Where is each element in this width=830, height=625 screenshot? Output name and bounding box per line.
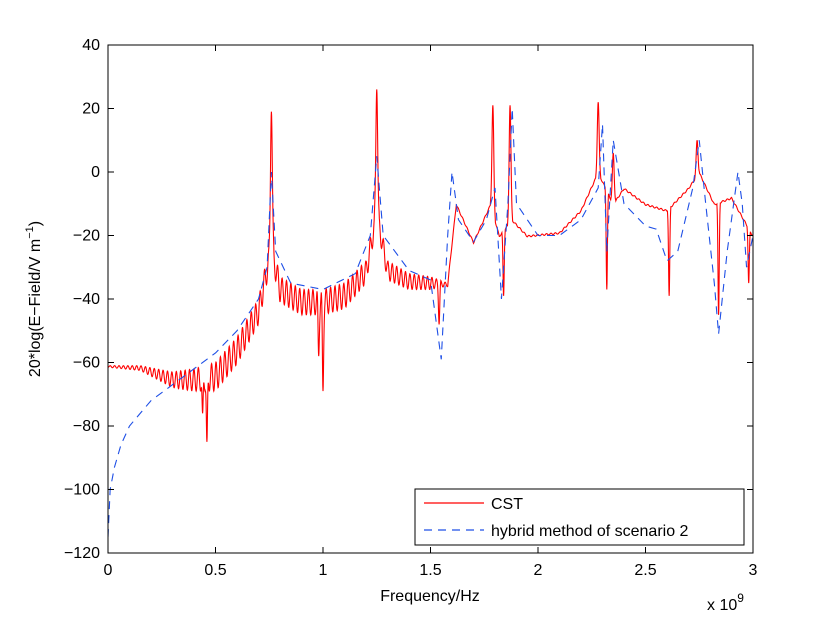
series-layer bbox=[108, 89, 753, 538]
y-tick-label: −80 bbox=[73, 418, 100, 435]
y-tick-label: −20 bbox=[73, 228, 100, 245]
y-label-main: 20*log(E−Field/V m bbox=[27, 239, 44, 377]
y-tick-label: −40 bbox=[73, 291, 100, 308]
x-tick-label: 1.5 bbox=[419, 562, 441, 579]
x-axis-label: Frequency/Hz bbox=[380, 588, 480, 605]
x-exponent-power: 9 bbox=[737, 591, 744, 605]
x-tick-label: 3 bbox=[749, 562, 758, 579]
x-exponent-base: x 10 bbox=[707, 597, 737, 614]
y-tick-label: −60 bbox=[73, 355, 100, 372]
legend-label-hybrid: hybrid method of scenario 2 bbox=[491, 523, 689, 540]
y-axis-label: 20*log(E−Field/V m−1) bbox=[24, 221, 44, 377]
x-axis-exponent: x 109 bbox=[707, 591, 744, 614]
y-label-sup: −1 bbox=[24, 226, 36, 239]
series-line-hybrid bbox=[108, 108, 753, 538]
y-axis-ticks: −120 −100 −80 −60 −40 −20 0 20 40 bbox=[64, 37, 753, 562]
y-tick-label: 0 bbox=[91, 164, 100, 181]
y-label-close: ) bbox=[27, 221, 44, 226]
x-tick-label: 1 bbox=[319, 562, 328, 579]
y-tick-label: 20 bbox=[82, 101, 100, 118]
series-line-cst bbox=[108, 89, 753, 442]
y-tick-label: 40 bbox=[82, 37, 100, 54]
x-tick-label: 0.5 bbox=[204, 562, 226, 579]
legend-box bbox=[414, 488, 745, 546]
y-tick-label: −120 bbox=[64, 545, 100, 562]
x-tick-label: 2 bbox=[534, 562, 543, 579]
y-tick-label: −100 bbox=[64, 482, 100, 499]
x-tick-label: 0 bbox=[104, 562, 113, 579]
x-tick-label: 2.5 bbox=[634, 562, 656, 579]
x-axis-ticks: 0 0.5 1 1.5 2 2.5 3 bbox=[104, 45, 758, 579]
legend-label-cst: CST bbox=[491, 496, 523, 513]
legend: CST hybrid method of scenario 2 bbox=[414, 488, 745, 546]
